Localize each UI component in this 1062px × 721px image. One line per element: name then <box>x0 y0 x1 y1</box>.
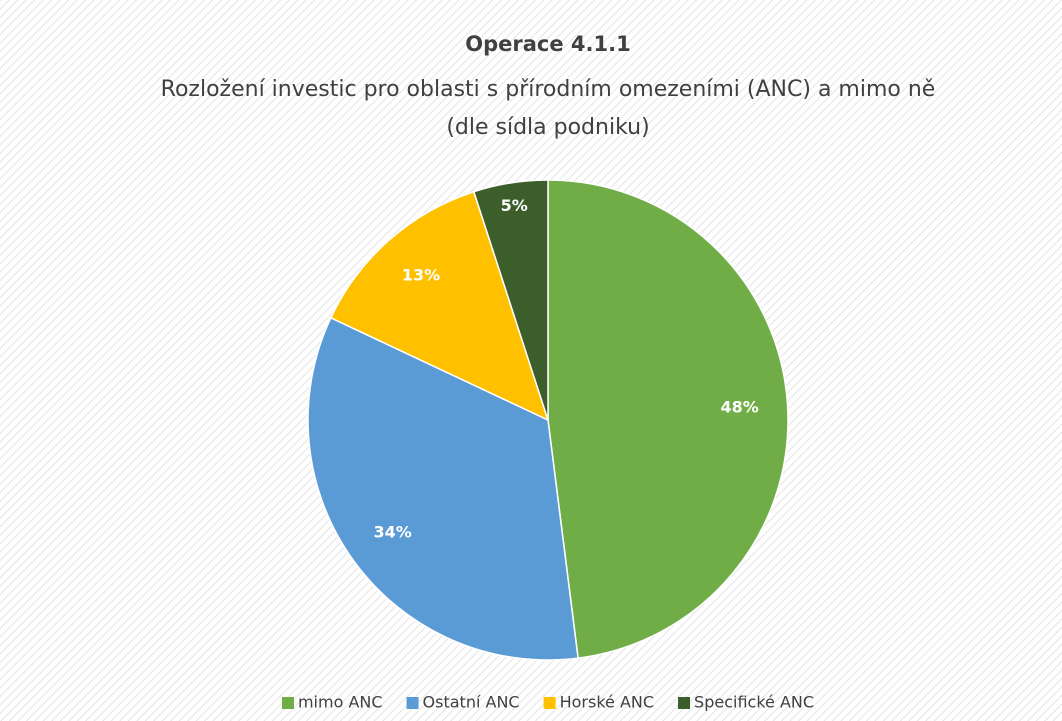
data-label: 34% <box>374 522 412 541</box>
legend-label: Ostatní ANC <box>423 693 520 712</box>
pie-slice <box>329 190 550 422</box>
pie-slice <box>472 179 549 421</box>
pie-slice <box>547 179 789 659</box>
chart-subtitle: Rozložení investic pro oblasti s přírodn… <box>161 77 936 102</box>
legend-swatch <box>281 697 294 709</box>
chart-subtitle: (dle sídla podniku) <box>446 115 649 140</box>
data-label: 13% <box>402 265 440 284</box>
data-label: 48% <box>720 397 758 416</box>
legend-swatch <box>406 697 419 709</box>
legend-swatch <box>678 697 691 709</box>
data-label: 5% <box>501 196 528 215</box>
legend-label: Specifické ANC <box>694 693 814 712</box>
legend-label: Horské ANC <box>560 693 654 712</box>
pie-slice <box>307 316 579 661</box>
legend-swatch <box>543 697 556 709</box>
legend-label: mimo ANC <box>298 693 383 712</box>
chart-title: Operace 4.1.1 <box>465 32 630 56</box>
